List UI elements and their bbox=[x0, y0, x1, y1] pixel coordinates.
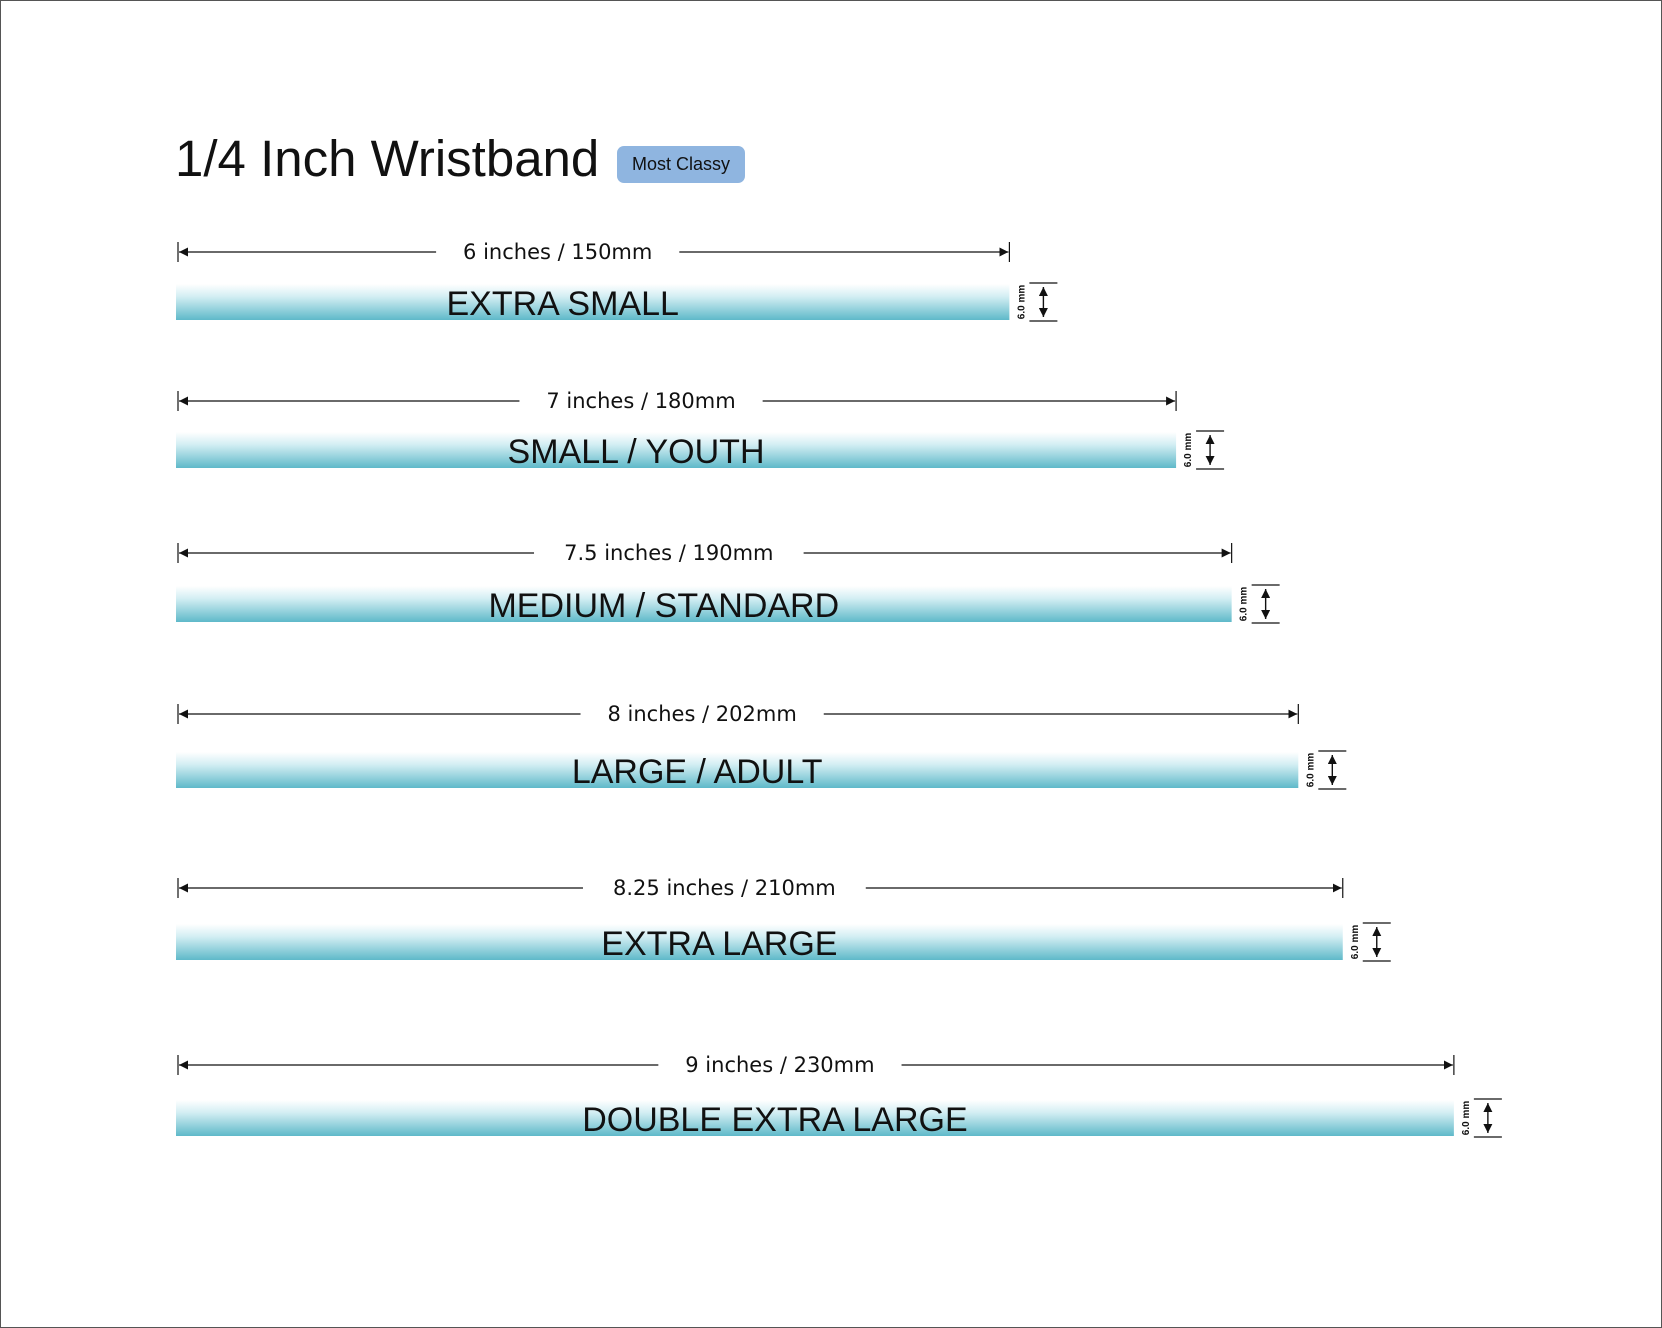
size-row: LARGE / ADULT 8 inches / 202mm 6.0 mm bbox=[176, 702, 1347, 791]
size-row: DOUBLE EXTRA LARGE 9 inches / 230mm 6.0 mm bbox=[176, 1053, 1502, 1139]
thickness-label: 6.0 mm bbox=[1239, 587, 1250, 622]
wristband-bar bbox=[176, 432, 1177, 468]
wristband-bar bbox=[176, 752, 1299, 788]
thickness-label: 6.0 mm bbox=[1183, 433, 1194, 468]
thickness-label: 6.0 mm bbox=[1305, 753, 1316, 788]
wristband-bar bbox=[176, 284, 1010, 320]
size-name-label: LARGE / ADULT bbox=[572, 753, 823, 791]
size-row: SMALL / YOUTH 7 inches / 180mm 6.0 mm bbox=[176, 389, 1225, 471]
size-name-label: MEDIUM / STANDARD bbox=[488, 587, 839, 625]
thickness-label: 6.0 mm bbox=[1350, 925, 1361, 960]
wristband-bar bbox=[176, 924, 1343, 960]
size-row: EXTRA SMALL 6 inches / 150mm 6.0 mm bbox=[176, 240, 1058, 323]
length-label: 7 inches / 180mm bbox=[546, 389, 735, 413]
length-label: 7.5 inches / 190mm bbox=[564, 541, 773, 565]
length-label: 9 inches / 230mm bbox=[685, 1053, 874, 1077]
size-name-label: EXTRA LARGE bbox=[601, 925, 837, 963]
badge-most-classy: Most Classy bbox=[617, 146, 745, 183]
wristband-bar bbox=[176, 586, 1232, 622]
size-name-label: DOUBLE EXTRA LARGE bbox=[582, 1101, 967, 1139]
length-label: 8.25 inches / 210mm bbox=[613, 876, 836, 900]
page-title: 1/4 Inch Wristband bbox=[175, 130, 600, 187]
thickness-label: 6.0 mm bbox=[1461, 1101, 1472, 1136]
length-label: 6 inches / 150mm bbox=[463, 240, 652, 264]
size-name-label: SMALL / YOUTH bbox=[508, 433, 765, 471]
size-name-label: EXTRA SMALL bbox=[446, 285, 678, 323]
thickness-label: 6.0 mm bbox=[1016, 285, 1027, 320]
size-row: EXTRA LARGE 8.25 inches / 210mm 6.0 mm bbox=[176, 876, 1391, 963]
length-label: 8 inches / 202mm bbox=[607, 702, 796, 726]
size-row: MEDIUM / STANDARD 7.5 inches / 190mm 6.0 m… bbox=[176, 541, 1280, 625]
wristband-bar bbox=[176, 1100, 1454, 1136]
